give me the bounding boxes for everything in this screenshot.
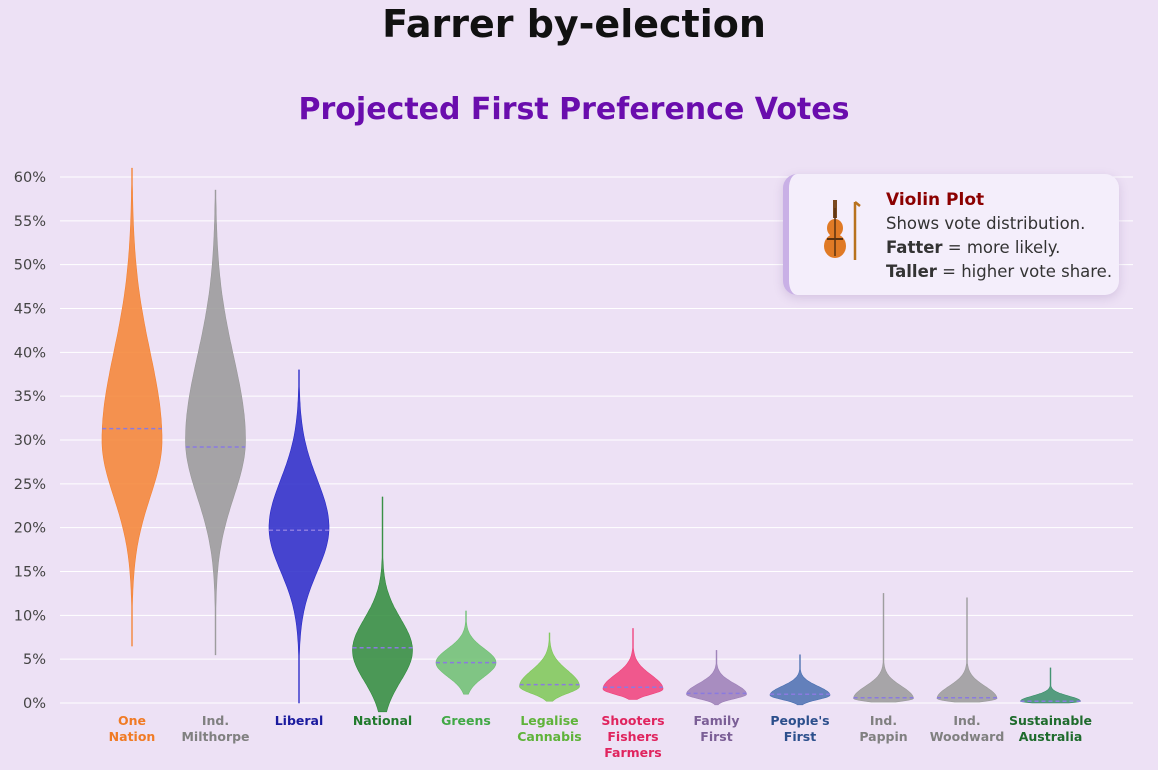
x-tick-label: Legalise Cannabis	[517, 713, 582, 744]
violin-0	[101, 167, 163, 647]
violin-11	[1020, 667, 1081, 704]
y-tick-label: 5%	[23, 652, 46, 668]
y-tick-label: 35%	[14, 389, 46, 405]
legend-line-2: Fatter = more likely.	[886, 238, 1061, 257]
violin-5	[519, 632, 580, 702]
violin-2	[268, 369, 330, 704]
chart-subtitle: Projected First Preference Votes	[298, 92, 850, 127]
violin-8	[769, 654, 831, 706]
x-tick-label: Greens	[441, 713, 491, 728]
y-tick-label: 55%	[14, 214, 46, 230]
violin-1	[185, 189, 246, 656]
x-tick-label: One Nation	[109, 713, 156, 744]
y-tick-label: 0%	[23, 696, 46, 712]
legend-box: Violin Plot Shows vote distribution. Fat…	[783, 174, 1119, 295]
y-tick-label: 50%	[14, 258, 46, 274]
x-tick-label: Shooters Fishers Farmers	[601, 713, 664, 760]
x-tick-label: Ind. Milthorpe	[181, 713, 249, 744]
y-tick-label: 10%	[14, 608, 46, 624]
violin-6	[602, 628, 664, 700]
chart-title: Farrer by-election	[382, 2, 766, 46]
legend-heading: Violin Plot	[886, 190, 985, 210]
y-tick-label: 60%	[14, 170, 46, 186]
x-tick-label: National	[353, 713, 412, 728]
violin-9	[853, 593, 914, 703]
legend-text: Violin Plot Shows vote distribution. Fat…	[886, 188, 1112, 284]
legend-line-3: Taller = higher vote share.	[886, 262, 1113, 281]
x-tick-label: Ind. Pappin	[859, 713, 907, 744]
x-tick-label: Family First	[694, 713, 740, 744]
y-tick-label: 45%	[14, 302, 46, 318]
violin-3	[352, 496, 413, 713]
violin-icon	[824, 200, 861, 260]
x-tick-label: Liberal	[275, 713, 324, 728]
y-tick-label: 25%	[14, 477, 46, 493]
y-tick-label: 20%	[14, 521, 46, 537]
x-tick-label: Ind. Woodward	[930, 713, 1005, 744]
violin-10	[936, 597, 998, 703]
x-tick-label: People's First	[770, 713, 829, 744]
y-tick-label: 15%	[14, 565, 46, 581]
x-tick-label: Sustainable Australia	[1009, 713, 1092, 744]
violin-4	[435, 610, 497, 695]
y-tick-label: 40%	[14, 345, 46, 361]
legend-line-1: Shows vote distribution.	[886, 214, 1086, 233]
violin-7	[686, 650, 747, 706]
y-tick-label: 30%	[14, 433, 46, 449]
